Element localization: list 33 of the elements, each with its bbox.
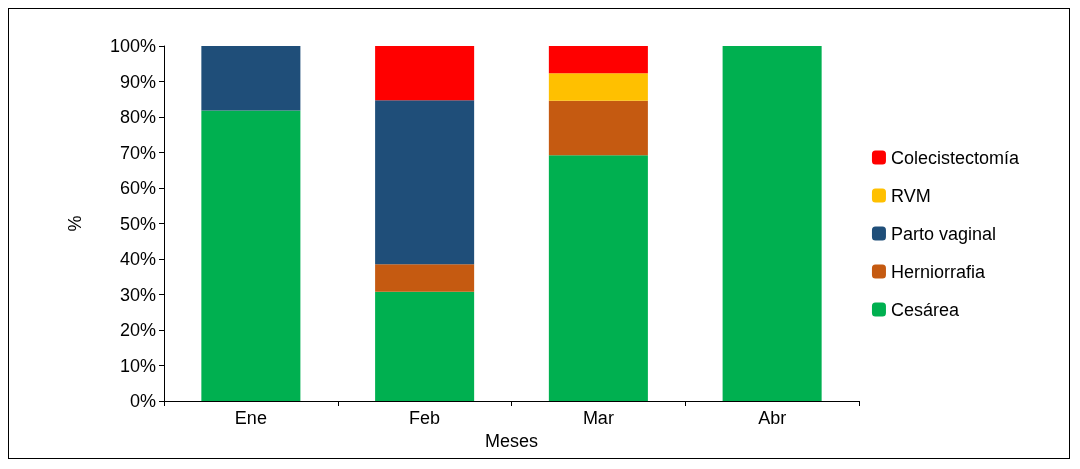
legend-label: Parto vaginal bbox=[890, 223, 997, 244]
legend-label: RVM bbox=[890, 185, 931, 206]
y-tick-label: 80% bbox=[119, 107, 156, 127]
bar bbox=[548, 155, 648, 401]
bar bbox=[375, 291, 475, 401]
bar bbox=[548, 46, 648, 74]
y-tick-label: 20% bbox=[119, 320, 156, 340]
legend-label: Colecistectomía bbox=[890, 147, 1020, 168]
y-tick-label: 70% bbox=[119, 142, 156, 163]
x-tick-label: Abr bbox=[758, 408, 787, 428]
y-tick-label: 30% bbox=[119, 284, 156, 305]
y-tick-label: 90% bbox=[119, 71, 156, 92]
y-tick-label: 10% bbox=[119, 355, 156, 376]
bar bbox=[201, 110, 301, 401]
y-tick-label: 60% bbox=[119, 178, 156, 198]
legend-label: Herniorrafia bbox=[890, 261, 986, 282]
x-tick-label: Mar bbox=[582, 408, 614, 428]
x-tick-label: Feb bbox=[409, 408, 441, 428]
legend-label: Cesárea bbox=[890, 299, 960, 320]
y-tick-label: 0% bbox=[129, 391, 156, 411]
bar bbox=[201, 46, 301, 111]
y-tick-label: 50% bbox=[119, 213, 156, 234]
bar bbox=[548, 73, 648, 101]
x-axis-title: Meses bbox=[484, 430, 539, 451]
y-axis-title: % bbox=[65, 215, 85, 232]
y-tick-label: 100% bbox=[109, 36, 156, 56]
y-tick-label: 40% bbox=[119, 249, 156, 269]
x-tick-label: Ene bbox=[234, 408, 267, 428]
bar bbox=[722, 46, 822, 401]
bar bbox=[375, 100, 475, 265]
bar bbox=[548, 100, 648, 156]
bar bbox=[375, 46, 475, 101]
bar bbox=[375, 264, 475, 292]
